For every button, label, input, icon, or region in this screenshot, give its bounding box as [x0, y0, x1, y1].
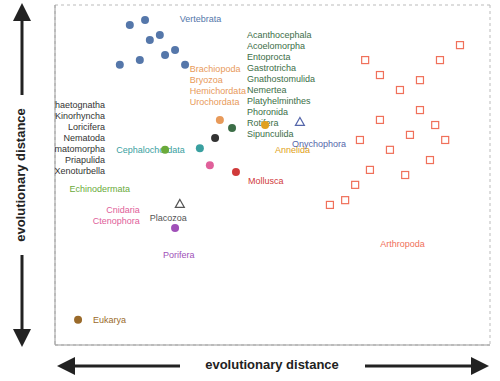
- svg-text:Mollusca: Mollusca: [248, 176, 284, 186]
- svg-text:CnidariaCtenophora: CnidariaCtenophora: [93, 205, 140, 226]
- svg-text:BrachiopodaBryozoaHemichordata: BrachiopodaBryozoaHemichordataUrochordat…: [190, 64, 246, 107]
- svg-text:Porifera: Porifera: [163, 250, 195, 260]
- svg-text:Vertebrata: Vertebrata: [180, 14, 222, 24]
- svg-text:Annelida: Annelida: [275, 145, 311, 155]
- svg-text:Echinodermata: Echinodermata: [70, 184, 131, 194]
- svg-text:ChaetognathaKinorhynchaLoricif: ChaetognathaKinorhynchaLoriciferaNematod…: [55, 100, 105, 176]
- svg-text:evolutionary distance: evolutionary distance: [13, 108, 28, 242]
- svg-text:Eukarya: Eukarya: [93, 315, 126, 325]
- svg-text:AcanthocephalaAcoelomorphaEnto: AcanthocephalaAcoelomorphaEntoproctaGast…: [247, 30, 315, 139]
- svg-text:Placozoa: Placozoa: [150, 213, 187, 223]
- svg-text:evolutionary distance: evolutionary distance: [205, 357, 339, 372]
- svg-text:Onychophora: Onychophora: [292, 139, 346, 149]
- svg-text:Cephalochordata: Cephalochordata: [116, 145, 185, 155]
- svg-text:Arthropoda: Arthropoda: [380, 239, 425, 249]
